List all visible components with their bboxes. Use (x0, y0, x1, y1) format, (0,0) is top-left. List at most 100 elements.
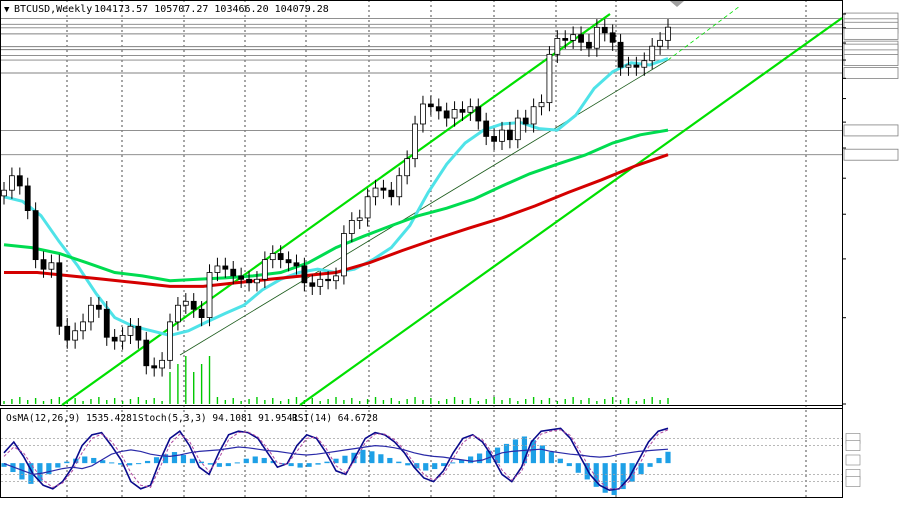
candle-body (151, 365, 158, 369)
osma-bar (55, 463, 61, 468)
osma-bar (459, 459, 465, 464)
candle-body (238, 275, 245, 280)
oscillator-line (3, 429, 669, 490)
candle-body (175, 304, 181, 323)
price-level-lines (1, 12, 899, 161)
candle-body (404, 158, 411, 177)
candle-body (491, 136, 497, 142)
candle-body (633, 64, 640, 68)
osma-bar (135, 463, 142, 465)
candle-body (333, 275, 339, 282)
osma-bar (118, 463, 124, 465)
osma-bar (306, 463, 312, 467)
osma-bar (611, 463, 617, 495)
candle-body (277, 253, 284, 261)
candle-body (570, 34, 577, 41)
osma-bar (19, 463, 25, 480)
osma-bar (10, 463, 16, 473)
candle-body (95, 304, 102, 310)
candle-body (159, 359, 165, 369)
osma-bar (1, 463, 7, 467)
indicator-panel-frame (0, 408, 843, 498)
candle-body (190, 300, 197, 310)
osma-histogram (1, 436, 671, 495)
osma-bar (100, 460, 106, 464)
osma-bar (476, 453, 483, 464)
osma-label: OsMA(12,26,9) 1535.4281 (6, 413, 138, 424)
osma-bar (638, 463, 644, 475)
osma-bar (423, 463, 429, 471)
candle-body (364, 196, 371, 219)
osma-bar (333, 458, 339, 464)
candle-body (665, 26, 671, 41)
osma-bar (279, 463, 285, 465)
candle-body (562, 38, 569, 41)
candle-body (475, 106, 482, 122)
osma-bar (575, 463, 581, 473)
osma-bar (261, 457, 267, 464)
osma-bar (557, 458, 563, 464)
candle-body (246, 278, 252, 284)
osma-bar (342, 455, 348, 464)
candle-body (119, 334, 126, 342)
candle-body (427, 103, 434, 108)
candle-body (657, 39, 663, 47)
candlesticks (1, 18, 671, 377)
candle-body (230, 268, 237, 277)
osma-bar (539, 445, 545, 464)
osma-bar (602, 463, 608, 493)
candle-body (507, 129, 513, 141)
osma-bar (494, 447, 501, 464)
price-level-box (843, 27, 899, 40)
osma-bar (441, 463, 447, 467)
moving-average-line (3, 128, 669, 283)
candle-body (538, 102, 545, 108)
osma-bar (432, 463, 438, 470)
candle-body (412, 123, 418, 160)
osma-bar (503, 443, 510, 464)
osma-bar (109, 462, 115, 464)
candle-body (317, 278, 324, 287)
candle-body (16, 175, 23, 187)
candle-body (380, 187, 387, 191)
osma-bar (64, 461, 70, 464)
indicator-axis (845, 433, 861, 487)
osma-bar (243, 458, 249, 464)
osma-bar (216, 463, 222, 467)
ohlc-values: 104173.57 105707.27 103466.20 104079.28 (94, 4, 329, 15)
osc-level-box (845, 454, 861, 466)
candle-body (167, 321, 173, 361)
symbol-dropdown-icon[interactable]: ▼ (4, 5, 10, 15)
candle-body (103, 308, 110, 338)
candle-body (48, 262, 55, 270)
osma-bar (252, 456, 258, 464)
osma-bar (387, 457, 393, 464)
price-level-box (843, 67, 899, 79)
osma-bar (467, 456, 474, 464)
candle-body (143, 339, 150, 367)
osma-bar (153, 457, 160, 464)
candle-body (451, 109, 458, 119)
candle-body (514, 117, 521, 141)
osma-bar (198, 461, 205, 464)
osma-bar (315, 463, 321, 465)
candle-body (269, 253, 276, 261)
oscillator-lines (1, 427, 842, 492)
osma-bar (647, 463, 653, 467)
candle-body (1, 189, 7, 197)
osma-bar (225, 463, 231, 467)
candle-body (388, 189, 395, 198)
candle-body (72, 330, 79, 341)
osma-bar (162, 454, 169, 464)
channel-lower-line (299, 17, 843, 406)
candle-body (24, 185, 31, 212)
candle-body (309, 282, 316, 287)
chart-shift-marker[interactable] (670, 1, 684, 7)
osma-bar (144, 460, 151, 464)
candle-body (625, 64, 632, 68)
candle-body (601, 26, 608, 34)
candle-body (617, 41, 624, 68)
volume-bars (3, 356, 669, 404)
